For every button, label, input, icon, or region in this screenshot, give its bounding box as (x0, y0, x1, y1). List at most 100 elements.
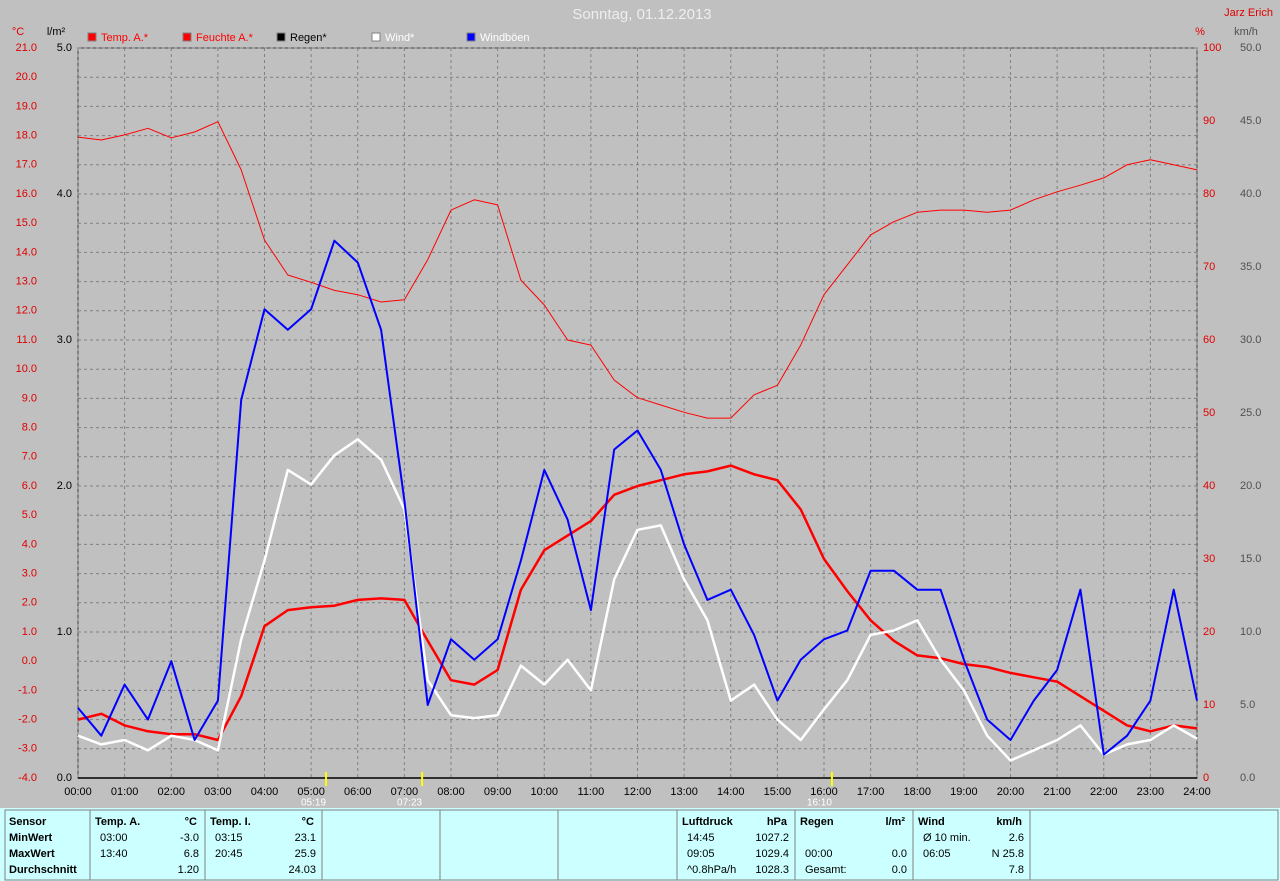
axis-unit: l/m² (47, 26, 66, 38)
legend-label: Feuchte A.* (196, 32, 254, 44)
cell-time: Ø 10 min. (923, 832, 971, 844)
row-label: MinWert (9, 832, 53, 844)
y-tick-label: 12.0 (16, 305, 37, 317)
legend-marker (87, 32, 97, 42)
y-tick-label: 5.0 (57, 42, 72, 54)
x-tick-label: 20:00 (997, 786, 1025, 798)
y-tick-label: 20.0 (16, 71, 37, 83)
cell-value: 1029.4 (755, 848, 789, 860)
y-tick-label: 13.0 (16, 276, 37, 288)
x-tick-label: 00:00 (64, 786, 92, 798)
y-tick-label: 2.0 (57, 480, 72, 492)
x-tick-label: 24:00 (1183, 786, 1211, 798)
legend-label: Wind* (385, 32, 415, 44)
cell-value: 25.9 (295, 848, 316, 860)
y-tick-label: 30.0 (1240, 334, 1261, 346)
series-line (77, 239, 1198, 756)
legend-label: Temp. A.* (101, 32, 149, 44)
table-cell (1029, 809, 1279, 881)
x-tick-label: 21:00 (1043, 786, 1071, 798)
cell-value: 7.8 (1009, 864, 1024, 876)
y-tick-label: 1.0 (22, 626, 37, 638)
series-line (77, 438, 1198, 762)
annotation-label: 07:23 (397, 798, 422, 809)
y-tick-label: 0.0 (1240, 772, 1255, 784)
row-label: MaxWert (9, 848, 55, 860)
y-tick-label: 40 (1203, 480, 1215, 492)
x-tick-label: 18:00 (903, 786, 931, 798)
cell-value: 0.0 (892, 848, 907, 860)
y-tick-label: 35.0 (1240, 261, 1261, 273)
x-tick-label: 13:00 (670, 786, 698, 798)
axis-unit: % (1195, 26, 1205, 38)
y-tick-label: 5.0 (1240, 699, 1255, 711)
x-tick-label: 05:00 (297, 786, 325, 798)
y-tick-label: 3.0 (57, 334, 72, 346)
x-tick-label: 12:00 (624, 786, 652, 798)
y-tick-label: 20.0 (1240, 480, 1261, 492)
x-tick-label: 04:00 (251, 786, 279, 798)
row-label: Durchschnitt (9, 864, 77, 876)
cell-value: 2.6 (1009, 832, 1024, 844)
y-tick-label: 2.0 (22, 597, 37, 609)
column-header: Regen (800, 816, 834, 828)
column-header: Wind (918, 816, 945, 828)
column-unit: °C (302, 816, 314, 828)
y-tick-label: 15.0 (1240, 553, 1261, 565)
y-tick-label: 3.0 (22, 568, 37, 580)
cell-time: 14:45 (687, 832, 715, 844)
y-tick-label: 10.0 (16, 363, 37, 375)
x-tick-label: 02:00 (157, 786, 185, 798)
cell-time: 13:40 (100, 848, 128, 860)
x-tick-label: 16:00 (810, 786, 838, 798)
cell-value: 6.8 (184, 848, 199, 860)
cell-time: 00:00 (805, 848, 833, 860)
cell-time: 03:00 (100, 832, 128, 844)
y-tick-label: 40.0 (1240, 188, 1261, 200)
column-header: Temp. I. (210, 816, 251, 828)
y-tick-label: 60 (1203, 334, 1215, 346)
cell-value: 23.1 (295, 832, 316, 844)
y-tick-label: 14.0 (16, 246, 37, 258)
y-tick-label: 9.0 (22, 392, 37, 404)
author: Jarz Erich (1224, 7, 1273, 19)
column-header: Luftdruck (682, 816, 734, 828)
column-unit: km/h (996, 816, 1022, 828)
cell-value: 0.0 (892, 864, 907, 876)
cell-value: 24.03 (288, 864, 316, 876)
x-tick-label: 11:00 (578, 786, 605, 798)
chart-title: Sonntag, 01.12.2013 (572, 6, 711, 23)
x-tick-label: 09:00 (484, 786, 512, 798)
x-tick-label: 10:00 (530, 786, 558, 798)
cell-value: 1.20 (178, 864, 199, 876)
cell-time: 20:45 (215, 848, 243, 860)
y-tick-label: 30 (1203, 553, 1215, 565)
cell-time: ^0.8hPa/h (687, 864, 736, 876)
y-tick-label: 20 (1203, 626, 1215, 638)
axis-unit: °C (12, 26, 24, 38)
cell-value: -3.0 (180, 832, 199, 844)
y-tick-label: -1.0 (18, 684, 37, 696)
legend-marker (466, 32, 476, 42)
y-tick-label: 21.0 (16, 42, 37, 54)
cell-value: 1028.3 (755, 864, 789, 876)
y-tick-label: -4.0 (18, 772, 37, 784)
y-tick-label: 8.0 (22, 422, 37, 434)
cell-time: 09:05 (687, 848, 715, 860)
legend-marker (371, 32, 381, 42)
y-tick-label: 70 (1203, 261, 1215, 273)
x-tick-label: 08:00 (437, 786, 465, 798)
y-tick-label: 90 (1203, 115, 1215, 127)
column-unit: hPa (767, 816, 788, 828)
y-tick-label: 25.0 (1240, 407, 1261, 419)
x-tick-label: 17:00 (857, 786, 885, 798)
column-unit: l/m² (885, 816, 905, 828)
y-tick-label: 10.0 (1240, 626, 1261, 638)
y-tick-label: 10 (1203, 699, 1215, 711)
column-unit: °C (185, 816, 197, 828)
y-tick-label: 11.0 (16, 334, 37, 346)
y-tick-label: 6.0 (22, 480, 37, 492)
y-tick-label: 0.0 (57, 772, 72, 784)
x-tick-label: 15:00 (764, 786, 792, 798)
series-line (77, 464, 1198, 742)
